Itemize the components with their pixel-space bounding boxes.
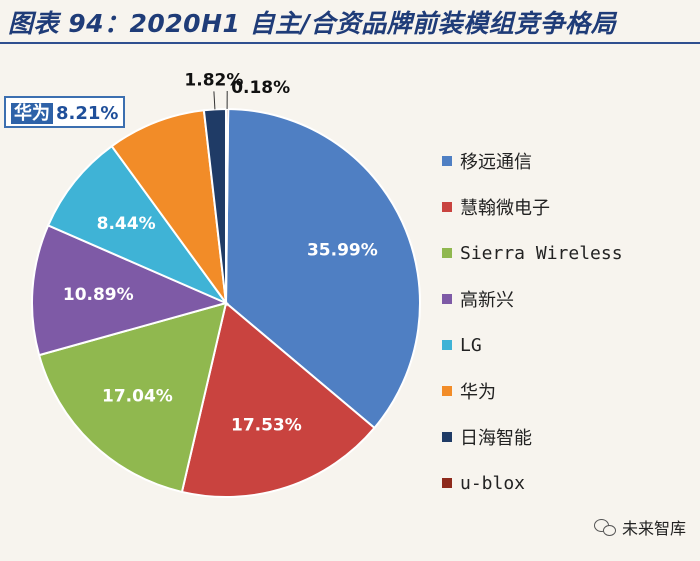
chart-title: 图表 94：2020H1 自主/合资品牌前装模组竞争格局 — [8, 9, 617, 38]
callout-name: 华为 — [11, 103, 53, 124]
legend-item-3: 高新兴 — [442, 276, 623, 322]
legend-label-1: 慧翰微电子 — [460, 198, 550, 219]
legend-label-5: 华为 — [460, 382, 496, 403]
legend-item-5: 华为 — [442, 368, 623, 414]
slice-label-3: 10.89% — [63, 285, 134, 305]
pie-slice-1 — [180, 301, 376, 498]
legend-swatch-2 — [442, 248, 452, 258]
pie-slice-5 — [110, 109, 228, 307]
watermark: 未来智库 — [593, 515, 686, 539]
slice-label-6: 1.82% — [184, 70, 243, 90]
legend-label-2: Sierra Wireless — [460, 242, 623, 264]
pie-slice-4 — [46, 144, 229, 306]
slice-label-2: 17.04% — [102, 386, 173, 406]
watermark-text: 未来智库 — [621, 519, 686, 538]
legend-item-7: u-blox — [442, 460, 623, 506]
callout-value: 8.21% — [56, 103, 119, 124]
legend-swatch-3 — [442, 294, 452, 304]
legend-label-6: 日海智能 — [460, 428, 532, 449]
wechat-icon — [593, 518, 616, 536]
legend-item-4: LG — [442, 322, 623, 368]
slice-label-7: 0.18% — [231, 78, 290, 98]
legend-swatch-6 — [442, 432, 452, 442]
legend-item-0: 移远通信 — [442, 138, 623, 184]
pie-slice-0 — [224, 107, 421, 430]
pie-slice-3 — [31, 224, 229, 357]
slice-label-4: 8.44% — [97, 214, 156, 234]
legend-label-7: u-blox — [460, 472, 526, 494]
slice-label-1: 17.53% — [231, 415, 302, 435]
huawei-callout: 华为 8.21% — [4, 96, 126, 128]
legend-item-1: 慧翰微电子 — [442, 184, 623, 230]
legend-label-3: 高新兴 — [460, 290, 514, 311]
legend-swatch-0 — [442, 156, 452, 166]
legend-item-6: 日海智能 — [442, 414, 623, 460]
pie-slice-2 — [37, 301, 228, 494]
leader-line-6 — [213, 91, 216, 110]
legend-label-0: 移远通信 — [460, 152, 532, 173]
legend-label-4: LG — [460, 334, 482, 356]
legend: 移远通信慧翰微电子 Sierra Wireless 高新兴 LG 华为日海智能 u-blo… — [442, 138, 623, 506]
legend-swatch-5 — [442, 386, 452, 396]
legend-item-2: Sierra Wireless — [442, 230, 623, 276]
title-underline — [0, 42, 700, 44]
legend-swatch-4 — [442, 340, 452, 350]
slice-label-0: 35.99% — [307, 241, 378, 261]
legend-swatch-1 — [442, 202, 452, 212]
legend-swatch-7 — [442, 478, 452, 488]
